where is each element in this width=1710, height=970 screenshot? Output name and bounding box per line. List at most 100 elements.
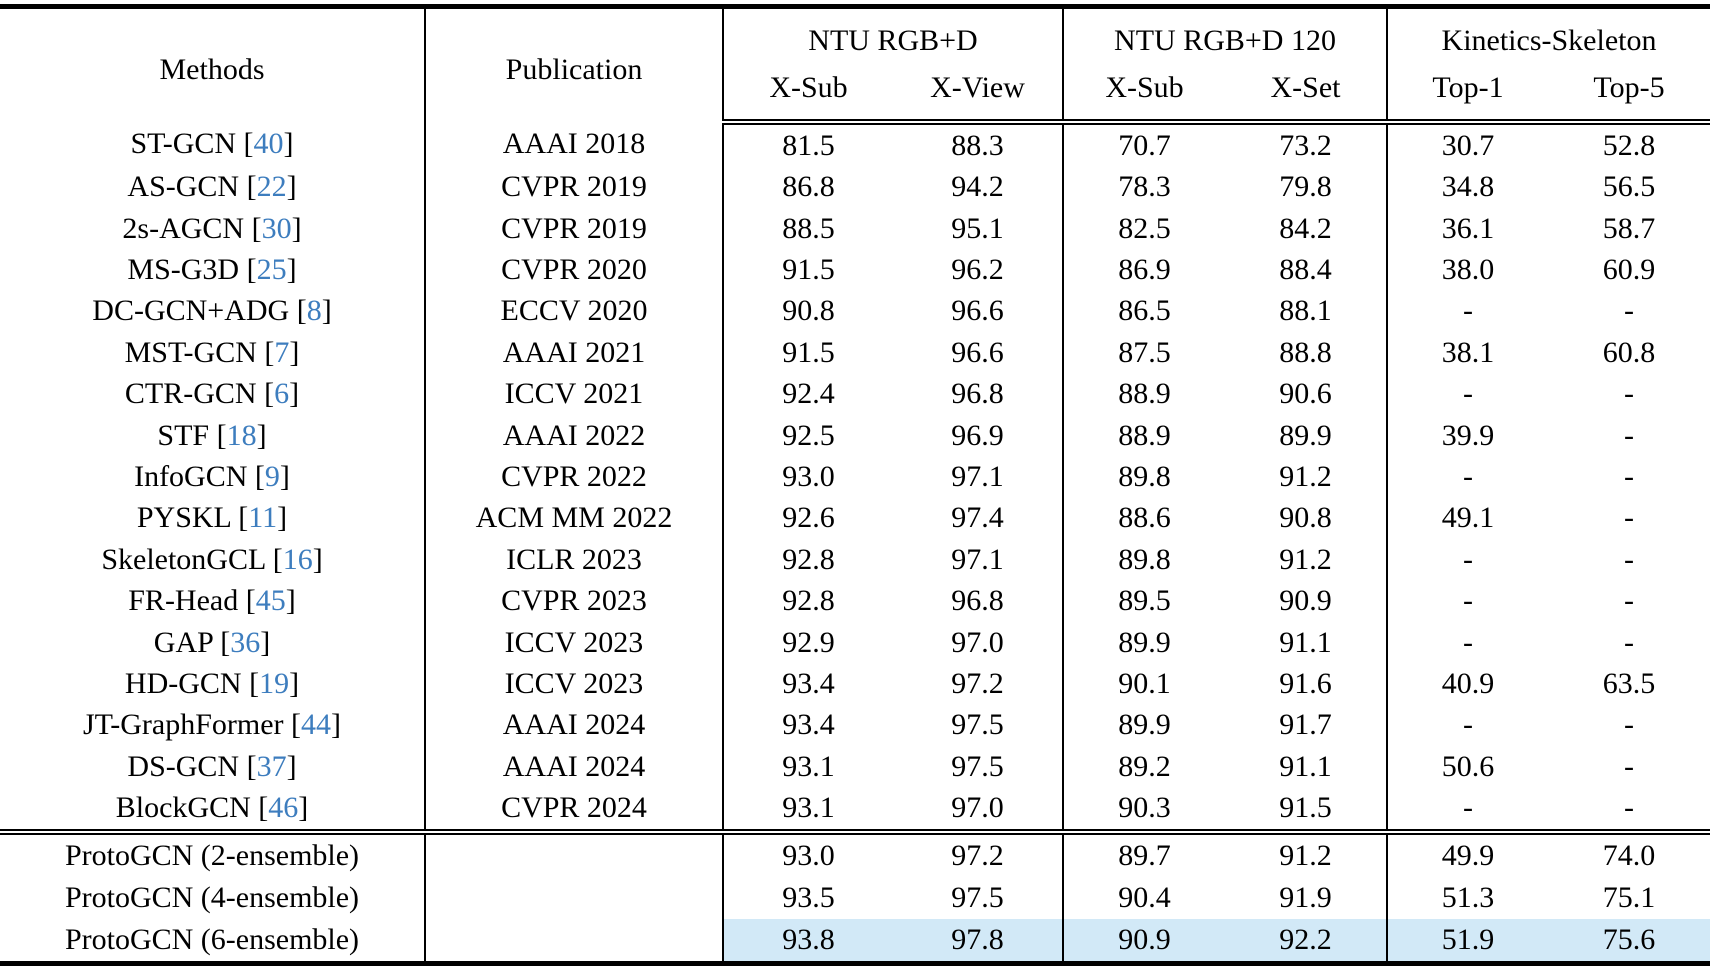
value-cell: 97.5 bbox=[951, 708, 1004, 742]
subheader-ntu-xsub: X-Sub bbox=[722, 65, 893, 126]
value-cell: 96.8 bbox=[951, 377, 1004, 411]
table-row: ProtoGCN (2-ensemble) 93.0 97.2 89.7 91.2 49.… bbox=[0, 828, 1710, 877]
citation-link[interactable]: 7 bbox=[274, 335, 290, 369]
value-cell: - bbox=[1624, 625, 1634, 659]
group-header-kinetics-skeleton: Kinetics-Skeleton bbox=[1385, 6, 1710, 66]
value-cell: - bbox=[1624, 418, 1634, 452]
value-cell: 93.5 bbox=[722, 876, 893, 919]
publication-cell: CVPR 2022 bbox=[424, 456, 723, 498]
value-cell: 97.8 bbox=[893, 918, 1063, 964]
citation-link[interactable]: 25 bbox=[256, 253, 287, 287]
value-cell: 97.2 bbox=[893, 828, 1063, 877]
publication-cell: ACM MM 2022 bbox=[424, 497, 723, 540]
table-row: HD-GCN [19] ICCV 2023 93.4 97.2 90.1 91.6 40.9… bbox=[0, 663, 1710, 705]
value-cell: 93.0 bbox=[722, 828, 893, 877]
value-cell: 51.3 bbox=[1386, 876, 1548, 919]
citation-link[interactable]: 44 bbox=[301, 708, 332, 742]
citation-link[interactable]: 22 bbox=[256, 170, 287, 204]
method-cell: AS-GCN [22] bbox=[127, 170, 297, 204]
results-comparison-table: Methods Publication NTU RGB+D NTU RGB+D … bbox=[0, 4, 1710, 966]
value-cell: 60.8 bbox=[1602, 335, 1656, 369]
citation-link[interactable]: 16 bbox=[282, 542, 313, 576]
publication-cell: CVPR 2019 bbox=[424, 166, 723, 208]
value-cell: 92.2 bbox=[1225, 918, 1387, 964]
value-cell: 91.9 bbox=[1279, 880, 1332, 914]
value-cell: - bbox=[1386, 787, 1548, 832]
value-cell: 96.6 bbox=[951, 294, 1004, 328]
value-cell: 84.2 bbox=[1279, 211, 1332, 245]
value-cell: 90.9 bbox=[1062, 918, 1225, 964]
value-cell: 34.8 bbox=[1386, 166, 1548, 208]
value-cell: 96.9 bbox=[951, 418, 1004, 452]
value-cell: 40.9 bbox=[1386, 663, 1548, 705]
group-header-ntu-rgbd: NTU RGB+D bbox=[722, 6, 1063, 66]
table-row: DS-GCN [37] AAAI 2024 93.1 97.5 89.2 91.1 50.6… bbox=[0, 746, 1710, 788]
publication-cell bbox=[424, 876, 723, 919]
publication-cell: ECCV 2020 bbox=[424, 290, 723, 333]
value-cell: - bbox=[1624, 542, 1634, 576]
value-cell: 90.6 bbox=[1279, 377, 1332, 411]
value-cell: 89.8 bbox=[1062, 539, 1225, 581]
value-cell: 89.9 bbox=[1279, 418, 1332, 452]
table-header: Methods Publication NTU RGB+D NTU RGB+D … bbox=[0, 6, 1710, 126]
value-cell: 78.3 bbox=[1062, 166, 1225, 208]
value-cell: 90.3 bbox=[1062, 787, 1225, 832]
table-body-protogcn: ProtoGCN (2-ensemble) 93.0 97.2 89.7 91.2 49.… bbox=[0, 828, 1710, 964]
citation-link[interactable]: 6 bbox=[274, 377, 290, 411]
citation-link[interactable]: 46 bbox=[268, 791, 299, 825]
value-cell: 89.9 bbox=[1062, 704, 1225, 747]
publication-cell: AAAI 2021 bbox=[424, 332, 723, 374]
table-row: ProtoGCN (4-ensemble) 93.5 97.5 90.4 91.9 51.… bbox=[0, 876, 1710, 919]
value-cell: 91.1 bbox=[1279, 749, 1332, 783]
citation-link[interactable]: 40 bbox=[253, 127, 284, 161]
value-cell: 30.7 bbox=[1386, 122, 1548, 167]
method-cell: GAP [36] bbox=[153, 625, 271, 659]
value-cell: 90.8 bbox=[722, 290, 893, 333]
publication-cell bbox=[424, 828, 723, 877]
method-cell: FR-Head [45] bbox=[128, 584, 296, 618]
citation-link[interactable]: 11 bbox=[248, 501, 278, 535]
value-cell: - bbox=[1386, 580, 1548, 622]
citation-link[interactable]: 45 bbox=[255, 584, 286, 618]
table-row: AS-GCN [22] CVPR 2019 86.8 94.2 78.3 79.8 34.8… bbox=[0, 166, 1710, 208]
value-cell: 86.9 bbox=[1062, 249, 1225, 291]
value-cell: 91.2 bbox=[1279, 459, 1332, 493]
value-cell: 97.0 bbox=[951, 791, 1004, 825]
table-row: GAP [36] ICCV 2023 92.9 97.0 89.9 91.1 - - bbox=[0, 621, 1710, 664]
table-row: ST-GCN [40] AAAI 2018 81.5 88.3 70.7 73.2 30.7… bbox=[0, 122, 1710, 167]
method-cell: ST-GCN [40] bbox=[130, 127, 294, 161]
value-cell: 91.5 bbox=[722, 249, 893, 291]
value-cell: 88.3 bbox=[951, 128, 1004, 162]
citation-link[interactable]: 9 bbox=[264, 459, 280, 493]
citation-link[interactable]: 8 bbox=[306, 294, 322, 328]
value-cell: 96.2 bbox=[951, 253, 1004, 287]
value-cell: 88.1 bbox=[1279, 294, 1332, 328]
group-header-ntu-rgbd-120: NTU RGB+D 120 bbox=[1062, 6, 1387, 66]
value-cell: 75.1 bbox=[1602, 880, 1656, 914]
method-cell: DS-GCN [37] bbox=[127, 749, 297, 783]
method-cell: BlockGCN [46] bbox=[115, 791, 309, 825]
table-row: FR-Head [45] CVPR 2023 92.8 96.8 89.5 90.9 - - bbox=[0, 580, 1710, 622]
method-cell: ProtoGCN (4-ensemble) bbox=[64, 880, 360, 914]
table-row: ProtoGCN (6-ensemble) 93.8 97.8 90.9 92.2 51.… bbox=[0, 918, 1710, 964]
value-cell: - bbox=[1624, 294, 1634, 328]
value-cell: 52.8 bbox=[1602, 128, 1656, 162]
publication-cell: ICCV 2023 bbox=[424, 663, 723, 705]
citation-link[interactable]: 18 bbox=[226, 418, 257, 452]
table-row: JT-GraphFormer [44] AAAI 2024 93.4 97.5 89.9… bbox=[0, 704, 1710, 747]
value-cell: 75.6 bbox=[1548, 918, 1710, 964]
value-cell: 36.1 bbox=[1386, 207, 1548, 250]
publication-cell bbox=[424, 918, 723, 964]
citation-link[interactable]: 36 bbox=[230, 625, 261, 659]
citation-link[interactable]: 30 bbox=[261, 211, 292, 245]
table-row: CTR-GCN [6] ICCV 2021 92.4 96.8 88.9 90.6 - - bbox=[0, 373, 1710, 415]
value-cell: 63.5 bbox=[1602, 666, 1656, 700]
citation-link[interactable]: 19 bbox=[259, 666, 290, 700]
value-cell: 88.6 bbox=[1062, 497, 1225, 540]
value-cell: 74.0 bbox=[1548, 828, 1710, 877]
publication-cell: ICCV 2021 bbox=[424, 373, 723, 415]
citation-link[interactable]: 37 bbox=[256, 749, 287, 783]
value-cell: 91.5 bbox=[722, 332, 893, 374]
value-cell: 93.8 bbox=[722, 918, 893, 964]
